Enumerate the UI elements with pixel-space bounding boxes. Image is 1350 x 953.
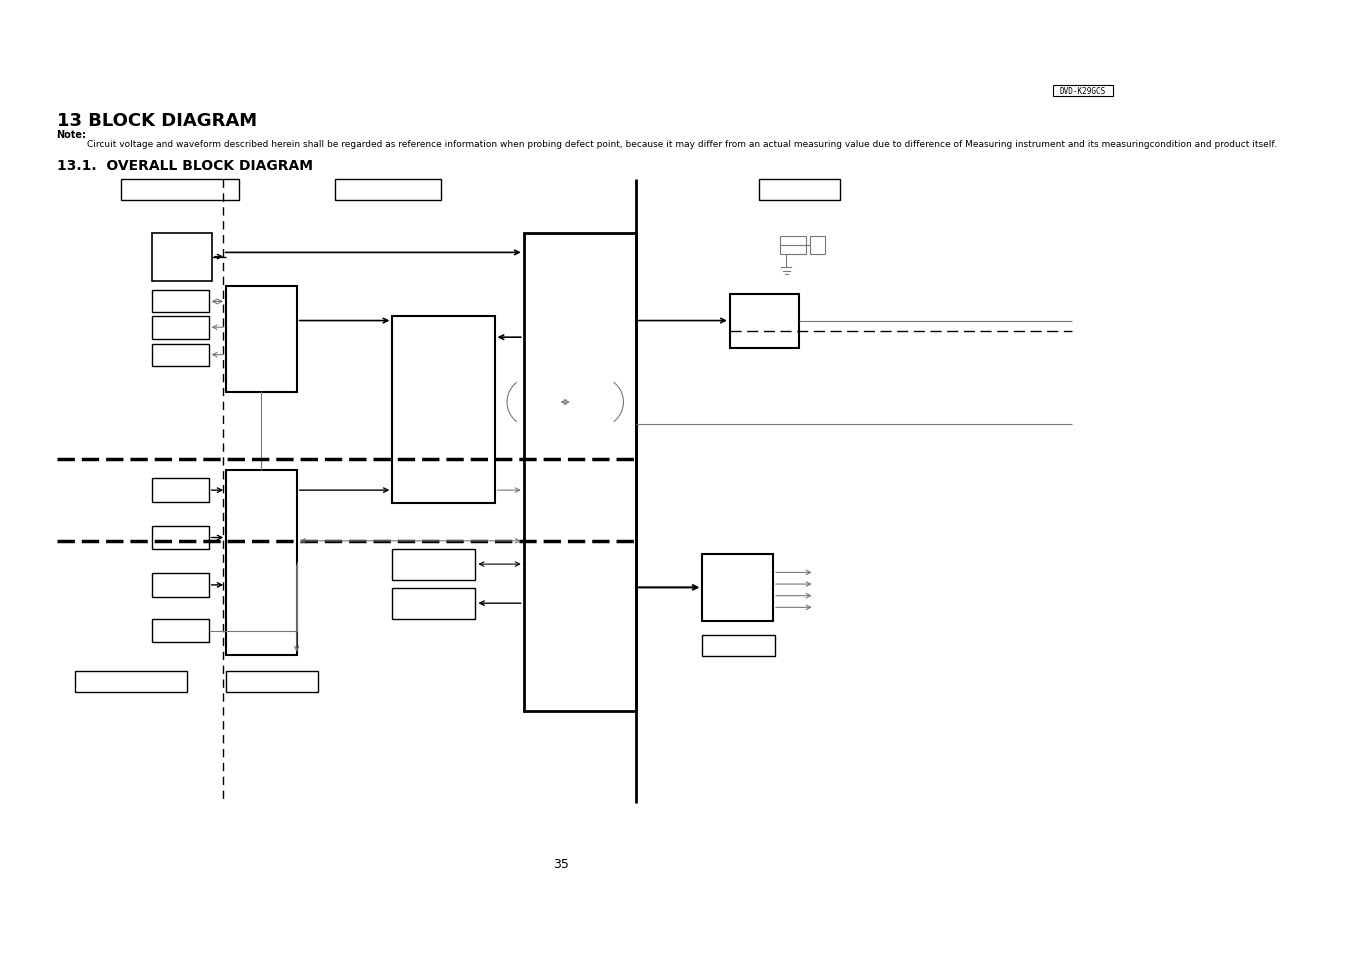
Bar bbox=[153, 479, 209, 502]
Bar bbox=[225, 471, 297, 655]
Bar bbox=[702, 635, 775, 656]
Bar bbox=[730, 294, 799, 349]
Bar bbox=[153, 234, 212, 281]
Text: Note:: Note: bbox=[57, 131, 86, 140]
Bar bbox=[810, 236, 825, 254]
Bar bbox=[759, 180, 840, 201]
Bar bbox=[393, 550, 475, 580]
Bar bbox=[524, 234, 636, 712]
Bar bbox=[153, 291, 209, 313]
Bar bbox=[153, 526, 209, 550]
Bar bbox=[153, 619, 209, 642]
Text: 13 BLOCK DIAGRAM: 13 BLOCK DIAGRAM bbox=[57, 112, 256, 130]
Text: Circuit voltage and waveform described herein shall be regarded as reference inf: Circuit voltage and waveform described h… bbox=[88, 140, 1277, 150]
Bar bbox=[153, 574, 209, 597]
Text: 13.1.  OVERALL BLOCK DIAGRAM: 13.1. OVERALL BLOCK DIAGRAM bbox=[57, 159, 312, 173]
Bar bbox=[335, 180, 440, 201]
Bar bbox=[1053, 86, 1112, 97]
Text: 35: 35 bbox=[554, 857, 568, 870]
Bar bbox=[225, 672, 319, 693]
Bar bbox=[393, 589, 475, 619]
Bar bbox=[780, 236, 806, 254]
Bar bbox=[702, 555, 774, 621]
Bar bbox=[393, 317, 494, 504]
Bar bbox=[120, 180, 239, 201]
Bar bbox=[74, 672, 188, 693]
Bar bbox=[153, 344, 209, 367]
Text: DVD-K29GCS: DVD-K29GCS bbox=[1060, 87, 1106, 96]
Bar bbox=[225, 286, 297, 393]
Bar bbox=[153, 317, 209, 339]
